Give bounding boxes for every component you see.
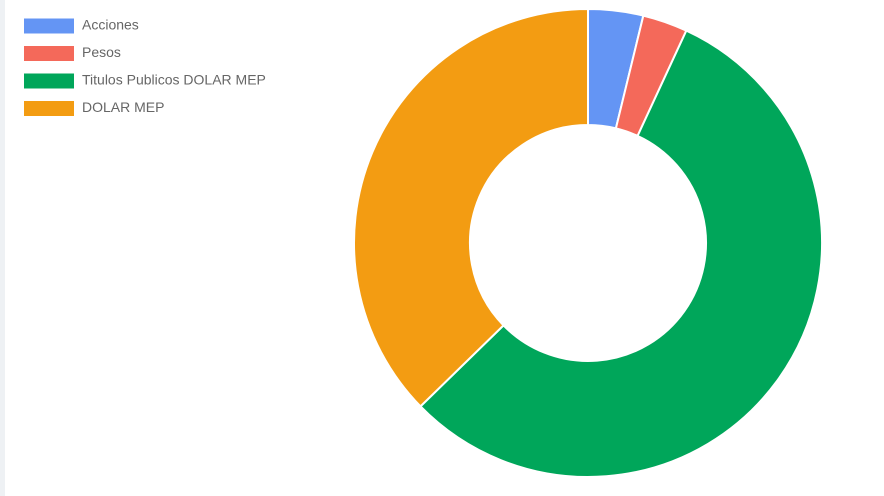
- doughnut-segment: [419, 29, 823, 478]
- legend-label: Titulos Publicos DOLAR MEP: [82, 72, 266, 88]
- legend-label: Acciones: [82, 17, 139, 33]
- legend-swatch: [24, 73, 74, 89]
- legend-swatch: [24, 18, 74, 34]
- sidebar-edge: [0, 0, 5, 496]
- legend-label: DOLAR MEP: [82, 99, 164, 115]
- legend-label: Pesos: [82, 44, 121, 60]
- doughnut-segment: [353, 7, 589, 408]
- legend-swatch: [24, 46, 74, 61]
- legend-swatch: [24, 101, 74, 116]
